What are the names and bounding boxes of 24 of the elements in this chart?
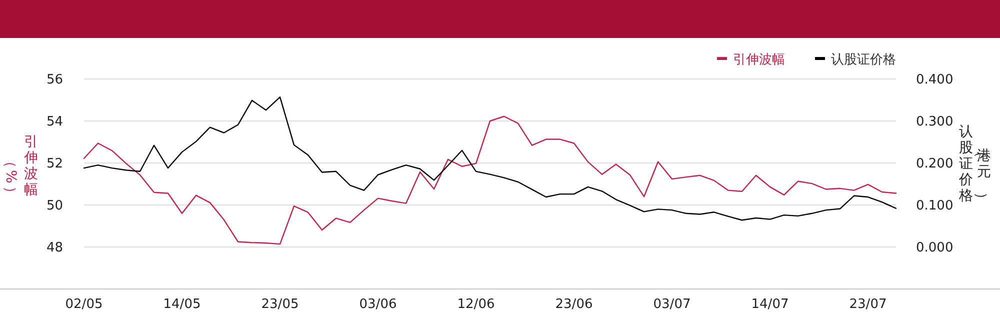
y-tick-label: 52 — [46, 156, 63, 172]
legend-label: 引伸波幅 — [733, 52, 785, 68]
line-series — [83, 96, 897, 221]
x-tick-label: 03/06 — [359, 297, 397, 312]
x-tick-label: 03/07 — [653, 297, 691, 312]
y2-tick-label: 0.200 — [916, 156, 954, 172]
x-tick-label: 23/06 — [555, 297, 593, 312]
y2-tick-label: 0.100 — [916, 198, 954, 214]
x-tick-label: 12/06 — [457, 297, 495, 312]
y2-tick-label: 0.400 — [916, 72, 954, 88]
legend-label: 认股证价格 — [831, 52, 896, 68]
y-axis-title: 引伸波幅（%） — [2, 134, 38, 200]
y-tick-label: 48 — [46, 240, 63, 256]
x-tick-label: 23/05 — [261, 297, 299, 312]
y-tick-label: 50 — [46, 198, 63, 214]
y2-tick-label: 0.000 — [916, 240, 954, 256]
y-tick-label: 56 — [46, 72, 63, 88]
y-tick-label: 54 — [46, 114, 63, 130]
x-tick-label: 23/07 — [849, 297, 887, 312]
x-tick-label: 14/07 — [751, 297, 789, 312]
y2-tick-label: 0.300 — [916, 114, 954, 130]
x-tick-label: 02/05 — [65, 297, 103, 312]
line-series — [83, 116, 897, 245]
x-tick-label: 14/05 — [163, 297, 201, 312]
